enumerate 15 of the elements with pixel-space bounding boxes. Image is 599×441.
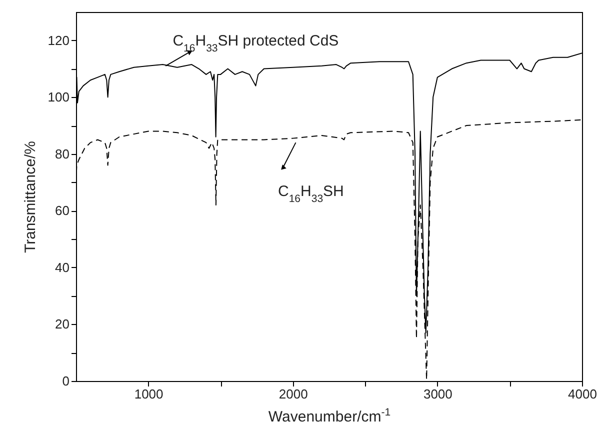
x-tick-label: 4000 bbox=[568, 386, 597, 402]
y-tick-label: 100 bbox=[48, 90, 70, 105]
x-axis-title: Wavenumber/cm$^{-1}$ bbox=[268, 406, 391, 426]
y-axis-title: Transmittance/% bbox=[22, 141, 39, 253]
y-tick-label: 80 bbox=[55, 146, 70, 162]
y-tick-label: 40 bbox=[55, 260, 70, 275]
annotation: C$_{16}$H$_{33}$SH bbox=[278, 182, 344, 205]
y-tick-label: 0 bbox=[62, 374, 70, 388]
x-tick-label: 1000 bbox=[134, 386, 164, 402]
annotation: C$_{16}$H$_{33}$SH protected CdS bbox=[172, 32, 339, 54]
y-tick-label: 120 bbox=[48, 32, 70, 48]
x-tick-label: 3000 bbox=[423, 386, 452, 402]
y-tick-label: 60 bbox=[55, 203, 70, 218]
y-tick-label: 20 bbox=[55, 316, 70, 332]
x-tick-label: 2000 bbox=[278, 386, 308, 402]
